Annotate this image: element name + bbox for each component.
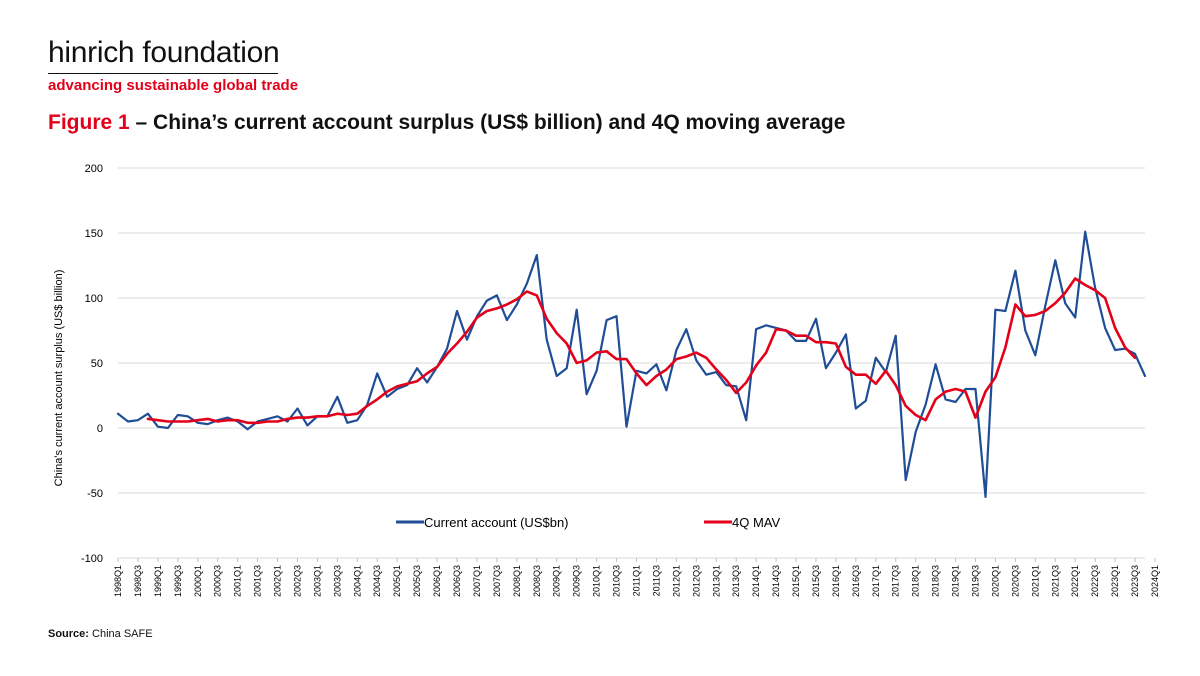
y-tick-label: 50 — [91, 358, 103, 370]
x-tick-label: 2014Q3 — [771, 565, 781, 597]
y-tick-label: 200 — [85, 163, 103, 175]
x-tick-label: 2013Q1 — [711, 565, 721, 597]
x-tick-label: 2023Q3 — [1130, 565, 1140, 597]
x-tick-label: 2004Q3 — [372, 565, 382, 597]
legend-label: 4Q MAV — [732, 515, 780, 530]
brand-tagline: advancing sustainable global trade — [48, 77, 299, 94]
brand-logo: hinrich foundation advancing sustainable… — [48, 36, 298, 94]
x-tick-label: 2011Q3 — [651, 565, 661, 596]
x-tick-label: 2024Q1 — [1150, 565, 1160, 597]
x-tick-label: 2010Q3 — [612, 565, 622, 597]
x-tick-label: 2002Q1 — [273, 565, 283, 597]
x-tick-label: 2012Q3 — [691, 565, 701, 597]
y-tick-label: 0 — [97, 423, 103, 435]
x-tick-label: 2014Q1 — [751, 565, 761, 597]
x-tick-label: 1999Q3 — [173, 565, 183, 597]
x-tick-label: 2019Q1 — [951, 565, 961, 597]
source-text: China SAFE — [88, 628, 153, 640]
legend-item-current-account: Current account (US$bn) — [396, 515, 569, 530]
x-tick-label: 2005Q3 — [412, 565, 422, 597]
x-tick-label: 2017Q1 — [871, 565, 881, 597]
brand-divider — [48, 73, 278, 74]
y-tick-label: -50 — [87, 488, 103, 500]
figure-label: Figure 1 — [48, 111, 130, 134]
x-tick-label: 2020Q1 — [990, 565, 1000, 597]
brand-name: hinrich foundation — [48, 36, 298, 70]
x-tick-label: 2003Q3 — [332, 565, 342, 597]
legend-item-4q-mav: 4Q MAV — [704, 515, 780, 530]
x-tick-label: 2005Q1 — [392, 565, 402, 597]
x-tick-label: 2007Q1 — [472, 565, 482, 597]
y-tick-label: -100 — [81, 553, 103, 565]
x-tick-label: 2022Q3 — [1090, 565, 1100, 597]
x-tick-label: 2000Q1 — [193, 565, 203, 597]
x-tick-label: 2009Q1 — [552, 565, 562, 597]
x-tick-label: 2019Q3 — [970, 565, 980, 597]
x-tick-label: 2002Q3 — [292, 565, 302, 597]
x-tick-label: 2011Q1 — [631, 565, 641, 596]
x-tick-label: 2021Q3 — [1050, 565, 1060, 597]
x-tick-labels: 1998Q1 1998Q3 1999Q1 1999Q3 2000Q1 2000Q3 2001… — [113, 558, 1160, 597]
x-tick-label: 2016Q1 — [831, 565, 841, 597]
x-tick-label: 1998Q3 — [133, 565, 143, 597]
x-tick-label: 2012Q1 — [671, 565, 681, 597]
grid-lines — [118, 167, 1145, 559]
series-lines — [116, 230, 1147, 498]
x-tick-label: 2022Q1 — [1070, 565, 1080, 597]
x-tick-label: 1998Q1 — [113, 565, 123, 597]
x-tick-label: 2020Q3 — [1010, 565, 1020, 597]
x-tick-label: 2023Q1 — [1110, 565, 1120, 597]
source-note: Source: China SAFE — [48, 628, 153, 640]
x-tick-label: 2007Q3 — [492, 565, 502, 597]
x-tick-label: 2018Q1 — [911, 565, 921, 597]
brand-name-part2: foundation — [134, 36, 280, 69]
x-tick-label: 2006Q1 — [432, 565, 442, 597]
x-tick-label: 2003Q1 — [312, 565, 322, 597]
x-tick-label: 2000Q3 — [213, 565, 223, 597]
x-tick-label: 2013Q3 — [731, 565, 741, 597]
x-tick-label: 2004Q1 — [352, 565, 362, 597]
figure-title: Figure 1 – China’s current account surpl… — [48, 111, 845, 135]
brand-name-part1: hinrich — [48, 36, 135, 69]
x-tick-label: 2010Q1 — [592, 565, 602, 597]
figure-title-text: – China’s current account surplus (US$ b… — [129, 111, 846, 134]
x-tick-label: 2016Q3 — [851, 565, 861, 597]
x-tick-label: 2018Q3 — [931, 565, 941, 597]
y-tick-label: 150 — [85, 228, 103, 240]
x-tick-label: 2015Q3 — [811, 565, 821, 597]
y-axis-label: China's current account surplus (US$ bil… — [53, 270, 65, 487]
x-tick-label: 2009Q3 — [572, 565, 582, 597]
x-tick-label: 2001Q3 — [253, 565, 263, 597]
x-tick-label: 2017Q3 — [891, 565, 901, 597]
x-tick-label: 2001Q1 — [233, 565, 243, 597]
series-line-4q-mav — [146, 277, 1137, 425]
y-tick-label: 100 — [85, 293, 103, 305]
x-tick-label: 2008Q1 — [512, 565, 522, 597]
x-tick-label: 1999Q1 — [153, 565, 163, 597]
y-tick-labels: -100 -50 0 50 100 150 200 — [81, 163, 103, 565]
source-label: Source: — [48, 628, 89, 640]
legend: Current account (US$bn) 4Q MAV — [396, 515, 780, 530]
x-tick-label: 2008Q3 — [532, 565, 542, 597]
x-tick-label: 2015Q1 — [791, 565, 801, 597]
legend-label: Current account (US$bn) — [424, 515, 569, 530]
x-tick-label: 2021Q1 — [1030, 565, 1040, 597]
x-tick-label: 2006Q3 — [452, 565, 462, 597]
